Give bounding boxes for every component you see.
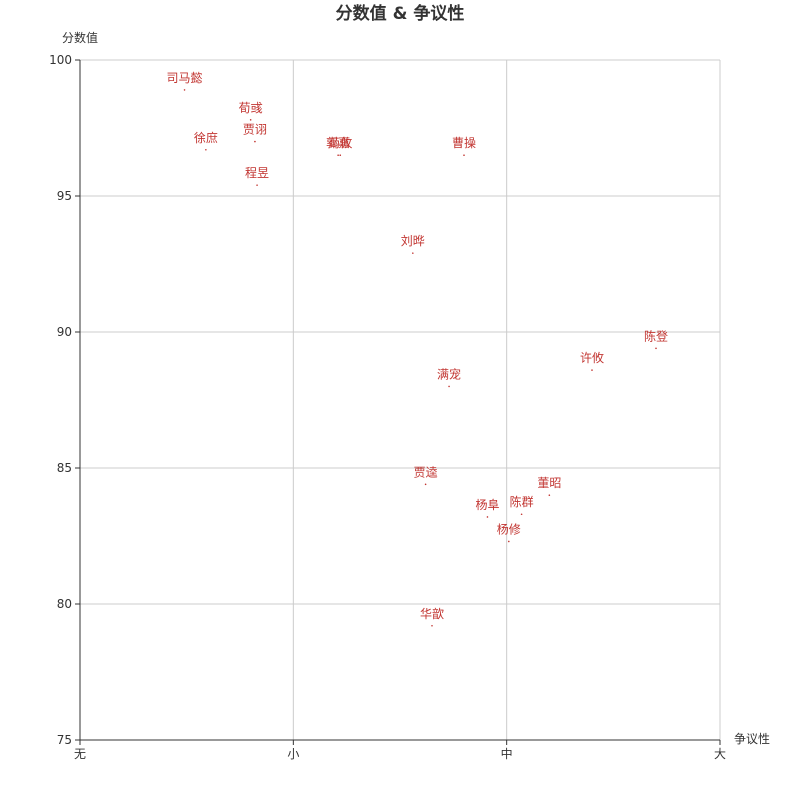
point-label: 郭嘉: [326, 136, 350, 150]
x-tick-label: 中: [501, 746, 513, 761]
data-point[interactable]: [431, 624, 433, 627]
data-point[interactable]: [448, 385, 450, 388]
point-label: 满宠: [437, 366, 461, 381]
x-tick-label: 大: [714, 747, 726, 761]
point-label: 贾诩: [243, 123, 267, 137]
data-point[interactable]: [339, 154, 342, 156]
y-tick-label: 75: [57, 733, 72, 747]
point-label: 徐庶: [194, 130, 218, 145]
data-point[interactable]: [337, 154, 339, 156]
point-label: 贾逵: [414, 465, 438, 479]
y-tick-label: 80: [57, 597, 72, 611]
data-point[interactable]: [183, 89, 186, 91]
y-tick-label: 100: [49, 53, 72, 67]
point-label: 许攸: [580, 350, 604, 365]
data-point[interactable]: [256, 184, 258, 186]
point-label: 程昱: [245, 165, 269, 180]
y-tick-label: 95: [57, 189, 72, 203]
point-label: 刘晔: [401, 234, 425, 248]
point-label: 陈群: [510, 494, 534, 509]
point-label: 华歆: [420, 606, 444, 621]
data-point[interactable]: [486, 516, 489, 518]
data-point[interactable]: [591, 369, 593, 371]
data-point[interactable]: [655, 347, 657, 350]
x-tick-label: 小: [287, 747, 299, 761]
axes: 75 80 85 90 95 100 无 小 中 大: [49, 53, 726, 761]
y-tick-label: 85: [57, 461, 72, 475]
point-label: 杨阜: [475, 497, 499, 512]
x-axis-title: 争议性: [734, 732, 770, 746]
chart-title: 分数值 & 争议性: [336, 3, 465, 24]
grid-lines: [80, 59, 721, 740]
y-tick-label: 90: [57, 325, 72, 339]
x-tick-label: 无: [74, 747, 86, 761]
data-point[interactable]: [463, 154, 465, 156]
data-point[interactable]: [205, 148, 207, 151]
data-point[interactable]: [412, 252, 414, 254]
point-label: 曹操: [452, 135, 476, 150]
point-label: 董昭: [537, 476, 561, 490]
point-label: 荀彧: [239, 101, 263, 115]
data-point[interactable]: [520, 513, 523, 516]
point-label: 司马懿: [167, 70, 203, 85]
data-point[interactable]: [508, 540, 510, 543]
data-point[interactable]: [424, 483, 427, 486]
point-label: 荀攸: [328, 135, 352, 150]
data-point[interactable]: [254, 140, 256, 143]
data-point[interactable]: [548, 494, 551, 497]
point-label: 杨修: [497, 521, 521, 536]
y-axis-title: 分数值: [62, 30, 98, 45]
point-label: 陈登: [644, 328, 668, 343]
data-point[interactable]: [249, 119, 252, 121]
